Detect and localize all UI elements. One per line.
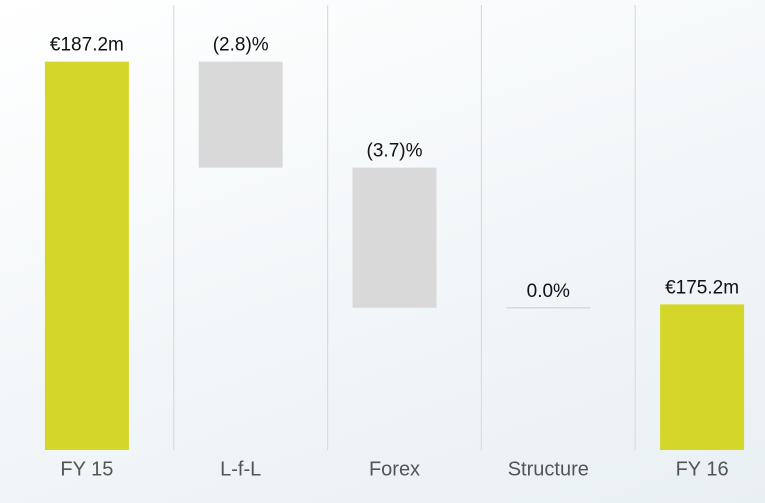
x-tick-label: FY 15 bbox=[60, 458, 113, 480]
data-label: €175.2m bbox=[665, 277, 739, 298]
data-label: €187.2m bbox=[50, 35, 124, 56]
x-tick-label: L-f-L bbox=[220, 458, 261, 480]
total-bar bbox=[660, 304, 745, 450]
x-tick-label: Forex bbox=[369, 458, 420, 480]
step-bar bbox=[352, 167, 437, 308]
step-bar bbox=[198, 61, 283, 168]
data-label: 0.0% bbox=[527, 281, 570, 302]
data-label: (2.8)% bbox=[213, 35, 269, 56]
x-tick-label: Structure bbox=[508, 458, 589, 480]
x-tick-label: FY 16 bbox=[676, 458, 729, 480]
total-bar bbox=[44, 61, 129, 451]
data-label: (3.7)% bbox=[367, 141, 423, 162]
